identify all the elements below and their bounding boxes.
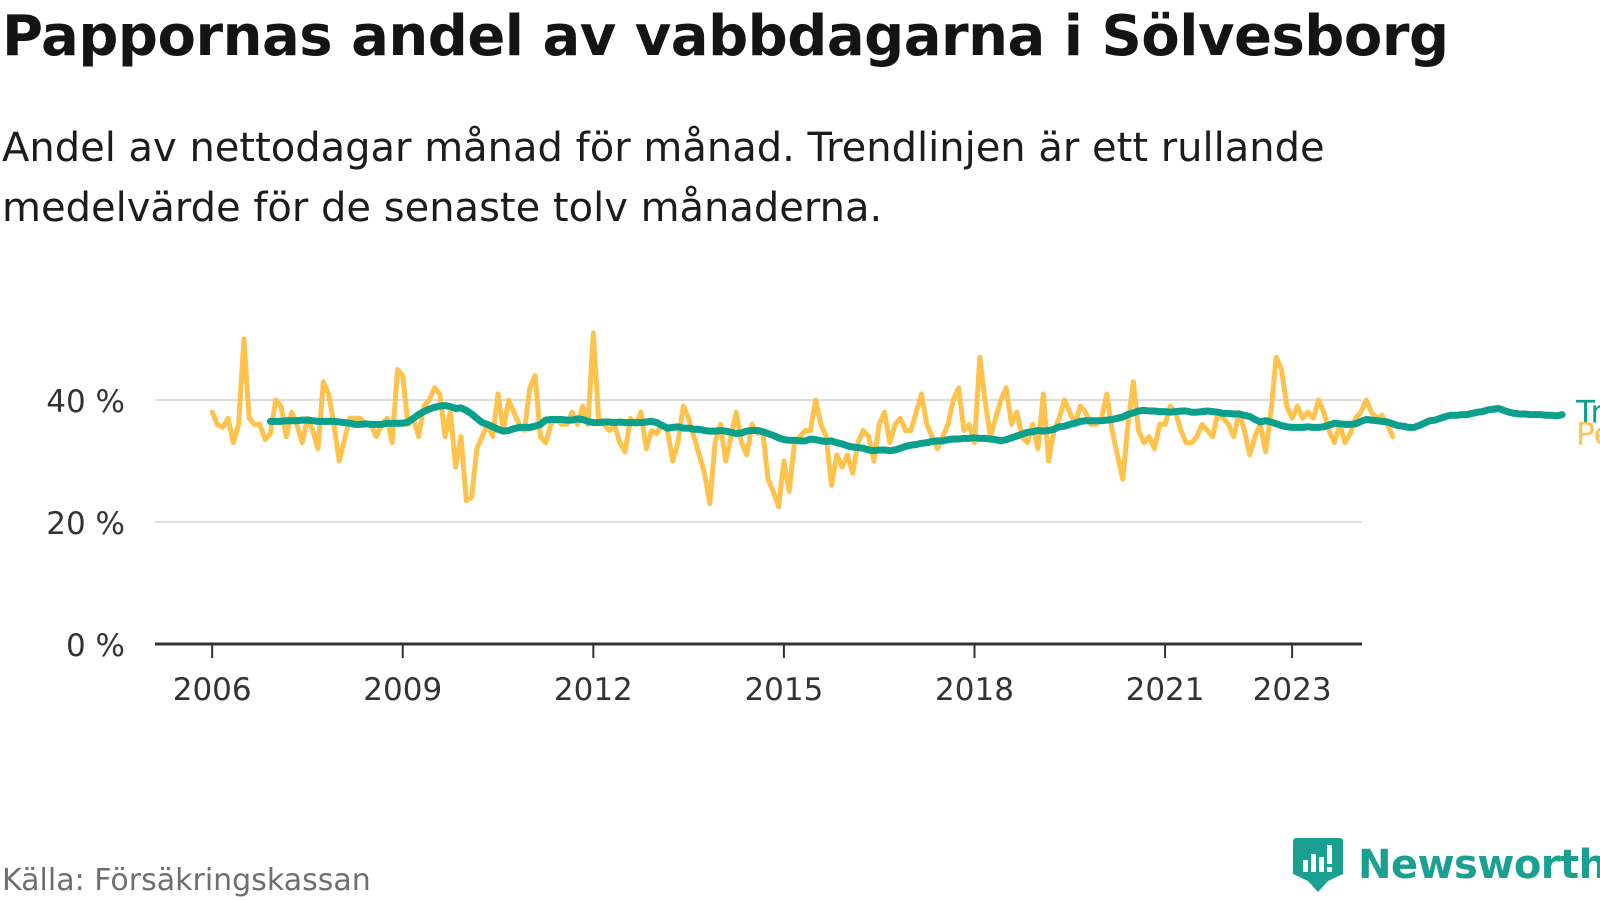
x-tick-label: 2009: [363, 672, 442, 708]
x-tick-label: 2018: [935, 672, 1014, 708]
x-tick-label: 2006: [173, 672, 252, 708]
series-end-labels: TrendPer månad: [1575, 395, 1600, 453]
trend-end-label: Trend: [1575, 395, 1600, 431]
chart-title: Pappornas andel av vabbdagarna i Sölvesb…: [2, 4, 1449, 69]
y-tick-label: 20 %: [46, 506, 125, 542]
y-axis-tick-labels: 0 % 20 % 40 %: [46, 384, 125, 664]
source-note: Källa: Försäkringskassan: [2, 863, 371, 898]
x-tick-label: 2012: [554, 672, 633, 708]
trend-series-line: [266, 402, 1566, 455]
chart-subtitle: Andel av nettodagar månad för månad. Tre…: [2, 125, 1325, 231]
x-axis: 2006 2009 2012 2015 2018 2021 2023: [155, 642, 1362, 708]
y-tick-label: 0 %: [66, 628, 125, 664]
newsworthy-logo-icon: [1293, 838, 1343, 892]
series-lines: [209, 330, 1566, 510]
x-tick-label: 2021: [1126, 672, 1205, 708]
x-tick-label: 2023: [1253, 672, 1332, 708]
brand-name: Newsworthy: [1358, 842, 1600, 888]
grid-lines: [155, 399, 1362, 523]
monthly-end-label: Per månad: [1576, 417, 1600, 453]
x-tick-label: 2015: [744, 672, 823, 708]
line-chart: 0 % 20 % 40 % 2006 2009 2012 2015 2018 2021 2023…: [46, 330, 1600, 708]
y-tick-label: 40 %: [46, 384, 125, 420]
brand-logo[interactable]: Newsworthy: [1292, 836, 1600, 894]
